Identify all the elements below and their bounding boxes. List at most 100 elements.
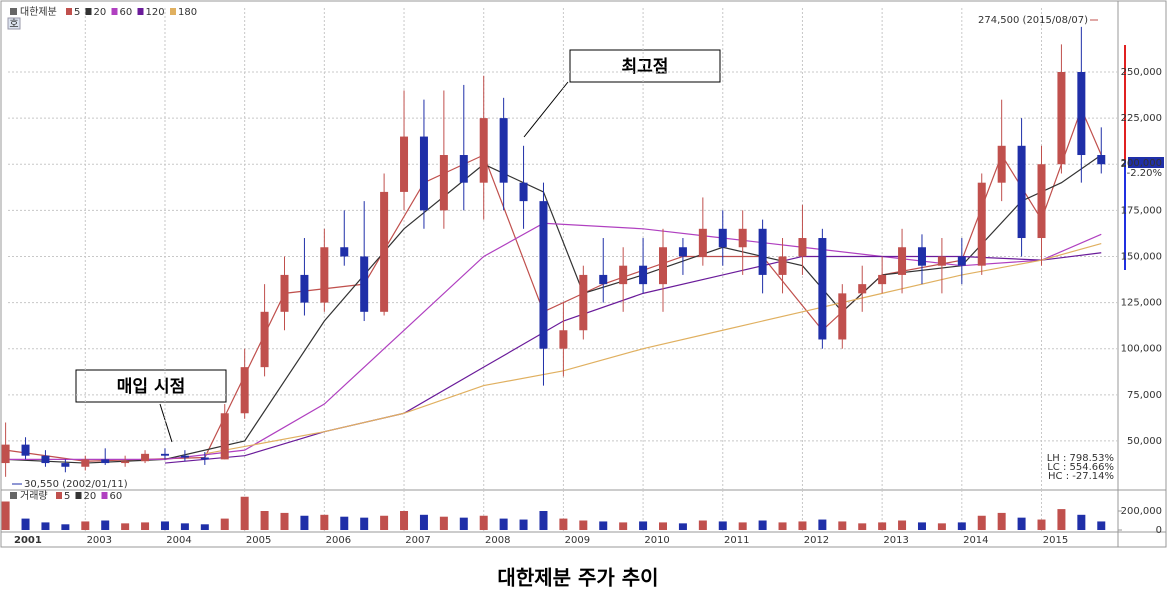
moving-average xyxy=(204,242,1102,455)
candle-body xyxy=(599,274,608,285)
x-tick-label: 2008 xyxy=(485,535,510,546)
x-tick-label: 2007 xyxy=(405,535,430,546)
candle-body xyxy=(858,284,867,294)
x-tick-label: 2012 xyxy=(804,535,829,546)
candle-body xyxy=(180,455,189,458)
volume-bar xyxy=(838,521,847,530)
candle-body xyxy=(41,455,50,464)
candle-body xyxy=(738,228,747,248)
x-tick-label: 2001 xyxy=(14,535,42,546)
volume-bar xyxy=(21,518,30,530)
legend-swatch xyxy=(101,492,108,499)
x-tick-label: 2015 xyxy=(1043,535,1068,546)
legend-swatch xyxy=(56,492,62,499)
volume-bar xyxy=(758,520,767,530)
volume-bar xyxy=(160,521,169,530)
volume-bar xyxy=(619,522,628,530)
x-tick-label: 2003 xyxy=(87,535,112,546)
legend-label: 60 xyxy=(120,7,133,18)
y-tick-label: 50,000 xyxy=(1127,436,1162,447)
candle-body xyxy=(678,247,687,257)
volume-bar xyxy=(260,511,269,530)
volume-bar xyxy=(141,522,150,530)
candle-body xyxy=(141,453,150,462)
volume-bar xyxy=(300,515,309,530)
legend-swatch xyxy=(170,8,176,15)
candle-body xyxy=(81,459,90,467)
volume-bar xyxy=(858,523,867,530)
volume-bar xyxy=(320,514,329,530)
volume-bar xyxy=(957,522,966,530)
y-tick-label: 100,000 xyxy=(1121,344,1162,355)
candle-body xyxy=(459,155,468,183)
period-tab[interactable] xyxy=(7,17,21,30)
candle-body xyxy=(917,247,926,266)
candle-body xyxy=(957,256,966,266)
volume-bar xyxy=(1057,509,1066,530)
annotation-box xyxy=(569,49,721,83)
last-change: -2.20% xyxy=(1127,168,1162,179)
candle-body xyxy=(439,155,448,211)
annotation-arrow xyxy=(523,81,569,138)
y-tick-label: 75,000 xyxy=(1127,390,1162,401)
volume-bar xyxy=(380,515,389,530)
stat-lh: LH : 798.53% xyxy=(1047,453,1114,464)
volume-bar xyxy=(280,512,289,530)
legend-title: 대한제분 xyxy=(20,6,57,18)
volume-bar xyxy=(559,518,568,530)
volume-bar xyxy=(1,501,10,530)
candle-body xyxy=(121,461,130,464)
annotation-arrow xyxy=(159,403,173,443)
period-tab-label[interactable]: 호 xyxy=(9,18,18,30)
candle-body xyxy=(21,444,30,456)
candle-body xyxy=(579,274,588,331)
y-tick-label: 125,000 xyxy=(1121,298,1162,309)
x-tick-label: 2013 xyxy=(883,535,908,546)
volume-bar xyxy=(240,496,249,530)
volume-bar xyxy=(400,511,409,530)
candle-body xyxy=(659,247,668,285)
legend-swatch xyxy=(137,8,144,15)
volume-bar xyxy=(61,524,70,530)
candle-body xyxy=(1,444,10,464)
candle-body xyxy=(61,463,70,467)
candle-body xyxy=(280,274,289,312)
candle-body xyxy=(479,118,488,183)
volume-bar xyxy=(519,519,528,530)
caption: 대한제분 주가 추이 xyxy=(497,566,658,590)
legend-swatch xyxy=(111,8,118,15)
legend-swatch xyxy=(10,492,17,499)
candle-body xyxy=(619,265,628,285)
volume-bar xyxy=(340,516,349,530)
legend-label: 20 xyxy=(94,7,107,18)
candle-body xyxy=(698,228,707,257)
volume-bar xyxy=(539,511,548,530)
volume-bar xyxy=(439,516,448,530)
volume-bar xyxy=(599,521,608,530)
volume-bar xyxy=(738,522,747,530)
candle-body xyxy=(798,238,807,257)
y-tick-label: 150,000 xyxy=(1121,251,1162,262)
volume-bar xyxy=(818,519,827,530)
candle-body xyxy=(380,191,389,312)
volume-bar xyxy=(499,518,508,530)
candle-body xyxy=(758,228,767,275)
moving-average xyxy=(5,222,1102,460)
x-tick-label: 2010 xyxy=(644,535,669,546)
candle-body xyxy=(718,228,727,248)
candle-body xyxy=(101,459,110,464)
candle-body xyxy=(340,247,349,257)
candle-body xyxy=(898,247,907,275)
volume-bar xyxy=(937,523,946,530)
candle-body xyxy=(300,274,309,303)
annotation: 매입 시점 xyxy=(117,377,185,397)
volume-bar xyxy=(1017,517,1026,530)
x-tick-label: 2004 xyxy=(166,535,191,546)
volume-bar xyxy=(698,520,707,530)
volume-bar xyxy=(997,512,1006,530)
volume-bar xyxy=(778,522,787,530)
volume-bar xyxy=(678,523,687,530)
legend-swatch xyxy=(85,8,92,15)
candle-body xyxy=(1077,72,1086,156)
legend-label: 5 xyxy=(74,7,80,18)
